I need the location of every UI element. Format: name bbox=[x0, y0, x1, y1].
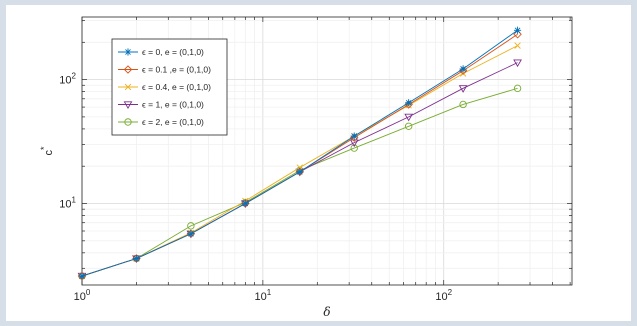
x-axis-title: δ bbox=[323, 305, 330, 319]
data-point bbox=[405, 99, 413, 107]
figure-frame: 100 101 102 101 102 δ c* ϵ = 0, e = (0,1,0) ϵ =… bbox=[6, 5, 631, 321]
data-point bbox=[513, 26, 522, 34]
legend-marker bbox=[123, 101, 133, 110]
data-point bbox=[404, 113, 414, 122]
legend-entry-1: ϵ = 0, e = (0,1,0) bbox=[118, 47, 204, 57]
legend-entry-5: ϵ = 2, e = (0,1,0) bbox=[118, 117, 204, 127]
axes: 100 101 102 101 102 δ c* bbox=[39, 16, 573, 319]
legend-marker bbox=[124, 83, 132, 91]
x-tick-label: 101 bbox=[255, 288, 272, 303]
data-point bbox=[458, 66, 468, 75]
legend-label: ϵ = 0.4, e = (0,1,0) bbox=[142, 82, 211, 92]
legend-label: ϵ = 0.1 ,e = (0,1,0) bbox=[142, 65, 211, 75]
legend-marker bbox=[124, 48, 132, 56]
data-point bbox=[458, 85, 468, 93]
data-point bbox=[459, 100, 467, 109]
data-point bbox=[404, 122, 413, 130]
plot-area-border bbox=[81, 16, 573, 286]
legend-entry-3: ϵ = 0.4, e = (0,1,0) bbox=[118, 82, 211, 92]
data-point bbox=[459, 65, 467, 73]
data-point bbox=[132, 254, 141, 263]
data-point bbox=[513, 59, 522, 68]
y-axis-title: c* bbox=[39, 146, 55, 156]
legend-entry-2: ϵ = 0.1 ,e = (0,1,0) bbox=[118, 65, 211, 75]
data-point bbox=[349, 139, 359, 148]
legend-label: ϵ = 1, e = (0,1,0) bbox=[142, 100, 204, 110]
data-point bbox=[350, 144, 358, 152]
data-point bbox=[404, 100, 413, 109]
y-tick-label: 102 bbox=[59, 72, 76, 87]
legend-label: ϵ = 0, e = (0,1,0) bbox=[142, 47, 204, 57]
data-point bbox=[296, 168, 304, 176]
legend-marker bbox=[124, 118, 132, 126]
legend: ϵ = 0, e = (0,1,0) ϵ = 0.1 ,e = (0,1,0) ϵ … bbox=[111, 38, 228, 136]
data-point bbox=[514, 42, 521, 49]
data-point bbox=[187, 222, 195, 230]
data-point bbox=[513, 84, 522, 93]
x-tick-label: 102 bbox=[435, 288, 452, 303]
data-point bbox=[350, 132, 358, 140]
series-group bbox=[77, 26, 522, 281]
data-point bbox=[78, 272, 86, 280]
data-point bbox=[187, 230, 195, 238]
x-tick-label: 100 bbox=[74, 288, 91, 303]
data-point bbox=[241, 199, 249, 208]
series-1 bbox=[78, 26, 522, 280]
legend-marker bbox=[123, 65, 133, 74]
data-point bbox=[513, 30, 522, 39]
legend-label: ϵ = 2, e = (0,1,0) bbox=[142, 117, 204, 127]
y-tick-label: 101 bbox=[59, 196, 76, 211]
legend-entry-4: ϵ = 1, e = (0,1,0) bbox=[118, 100, 204, 110]
